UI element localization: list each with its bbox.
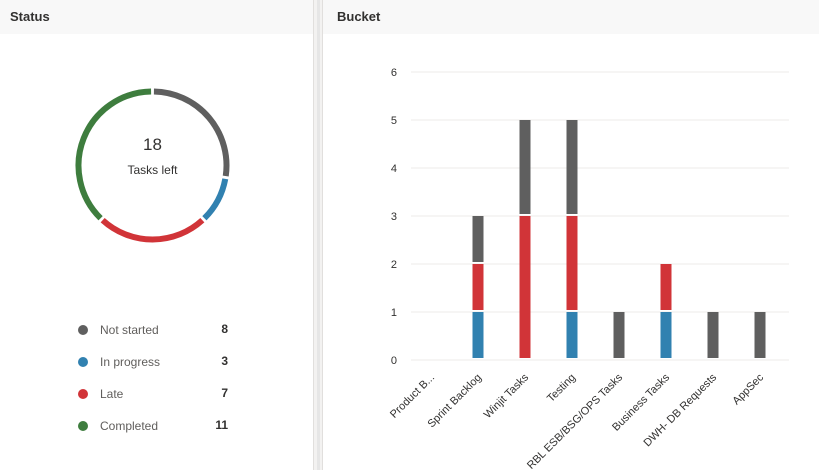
y-tick-label: 4 bbox=[391, 163, 397, 175]
legend-count: 11 bbox=[215, 418, 228, 432]
y-tick-label: 0 bbox=[391, 355, 397, 367]
x-category-label: Product B... bbox=[388, 372, 437, 421]
bar-segment-in-progress[interactable] bbox=[660, 312, 672, 358]
y-tick-label: 2 bbox=[391, 259, 397, 271]
bucket-title: Bucket bbox=[337, 9, 381, 24]
bar-segment-not-started[interactable] bbox=[707, 312, 719, 358]
not-started-dot-icon bbox=[78, 325, 88, 335]
legend-label: In progress bbox=[100, 355, 161, 369]
x-category-label: Winjit Tasks bbox=[482, 371, 532, 421]
bar-segment-late[interactable] bbox=[472, 264, 484, 310]
bar-segment-late[interactable] bbox=[519, 216, 531, 358]
bar-segment-not-started[interactable] bbox=[472, 216, 484, 262]
bar-segment-in-progress[interactable] bbox=[472, 312, 484, 358]
bucket-header: Bucket bbox=[323, 0, 819, 34]
legend-count: 8 bbox=[221, 322, 228, 336]
legend-count: 3 bbox=[221, 354, 228, 368]
x-category-label: AppSec bbox=[730, 371, 766, 407]
status-title: Status bbox=[10, 9, 50, 24]
legend-count: 7 bbox=[221, 386, 228, 400]
panel-splitter[interactable] bbox=[313, 0, 323, 470]
x-category-label: Testing bbox=[545, 372, 578, 405]
legend-label: Completed bbox=[100, 419, 159, 433]
tasks-left-count: 18 bbox=[143, 135, 162, 154]
splitter-grip[interactable] bbox=[317, 0, 320, 470]
x-category-label: RBL ESB/BSG/OPS Tasks bbox=[525, 371, 625, 470]
bar-segment-not-started[interactable] bbox=[566, 120, 578, 214]
donut-segment-late[interactable] bbox=[100, 217, 205, 243]
y-tick-label: 1 bbox=[391, 307, 397, 319]
legend-item-completed[interactable]: Completed 11 bbox=[78, 416, 238, 448]
legend-item-not-started[interactable]: Not started 8 bbox=[78, 320, 238, 352]
legend-item-in-progress[interactable]: In progress 3 bbox=[78, 352, 238, 384]
completed-dot-icon bbox=[78, 421, 88, 431]
bar-segment-not-started[interactable] bbox=[613, 312, 625, 358]
late-dot-icon bbox=[78, 389, 88, 399]
in-progress-dot-icon bbox=[78, 357, 88, 367]
bar-segment-not-started[interactable] bbox=[519, 120, 531, 214]
y-tick-label: 6 bbox=[391, 67, 397, 79]
y-tick-label: 5 bbox=[391, 115, 397, 127]
donut-segment-not-started[interactable] bbox=[153, 88, 230, 177]
status-header: Status bbox=[0, 0, 313, 34]
donut-segment-in-progress[interactable] bbox=[202, 178, 229, 221]
bar-segment-late[interactable] bbox=[660, 264, 672, 310]
bar-segment-in-progress[interactable] bbox=[566, 312, 578, 358]
bucket-panel: Bucket 0 1 2 3 4 5 6 Product B... Sprint Backlog… bbox=[323, 0, 819, 470]
status-panel: Status 18 Tasks left Not started 8 In pr… bbox=[0, 0, 313, 470]
tasks-left-label: Tasks left bbox=[127, 163, 178, 177]
legend-label: Not started bbox=[100, 323, 159, 337]
donut-segment-completed[interactable] bbox=[75, 88, 152, 221]
legend-label: Late bbox=[100, 387, 124, 401]
y-tick-label: 3 bbox=[391, 211, 397, 223]
legend-item-late[interactable]: Late 7 bbox=[78, 384, 238, 416]
bar-segment-not-started[interactable] bbox=[754, 312, 766, 358]
status-donut-chart[interactable]: 18 Tasks left bbox=[70, 83, 235, 248]
status-legend: Not started 8 In progress 3 Late 7 Compl… bbox=[78, 320, 238, 448]
bar-segment-late[interactable] bbox=[566, 216, 578, 310]
donut-svg[interactable] bbox=[70, 83, 235, 248]
